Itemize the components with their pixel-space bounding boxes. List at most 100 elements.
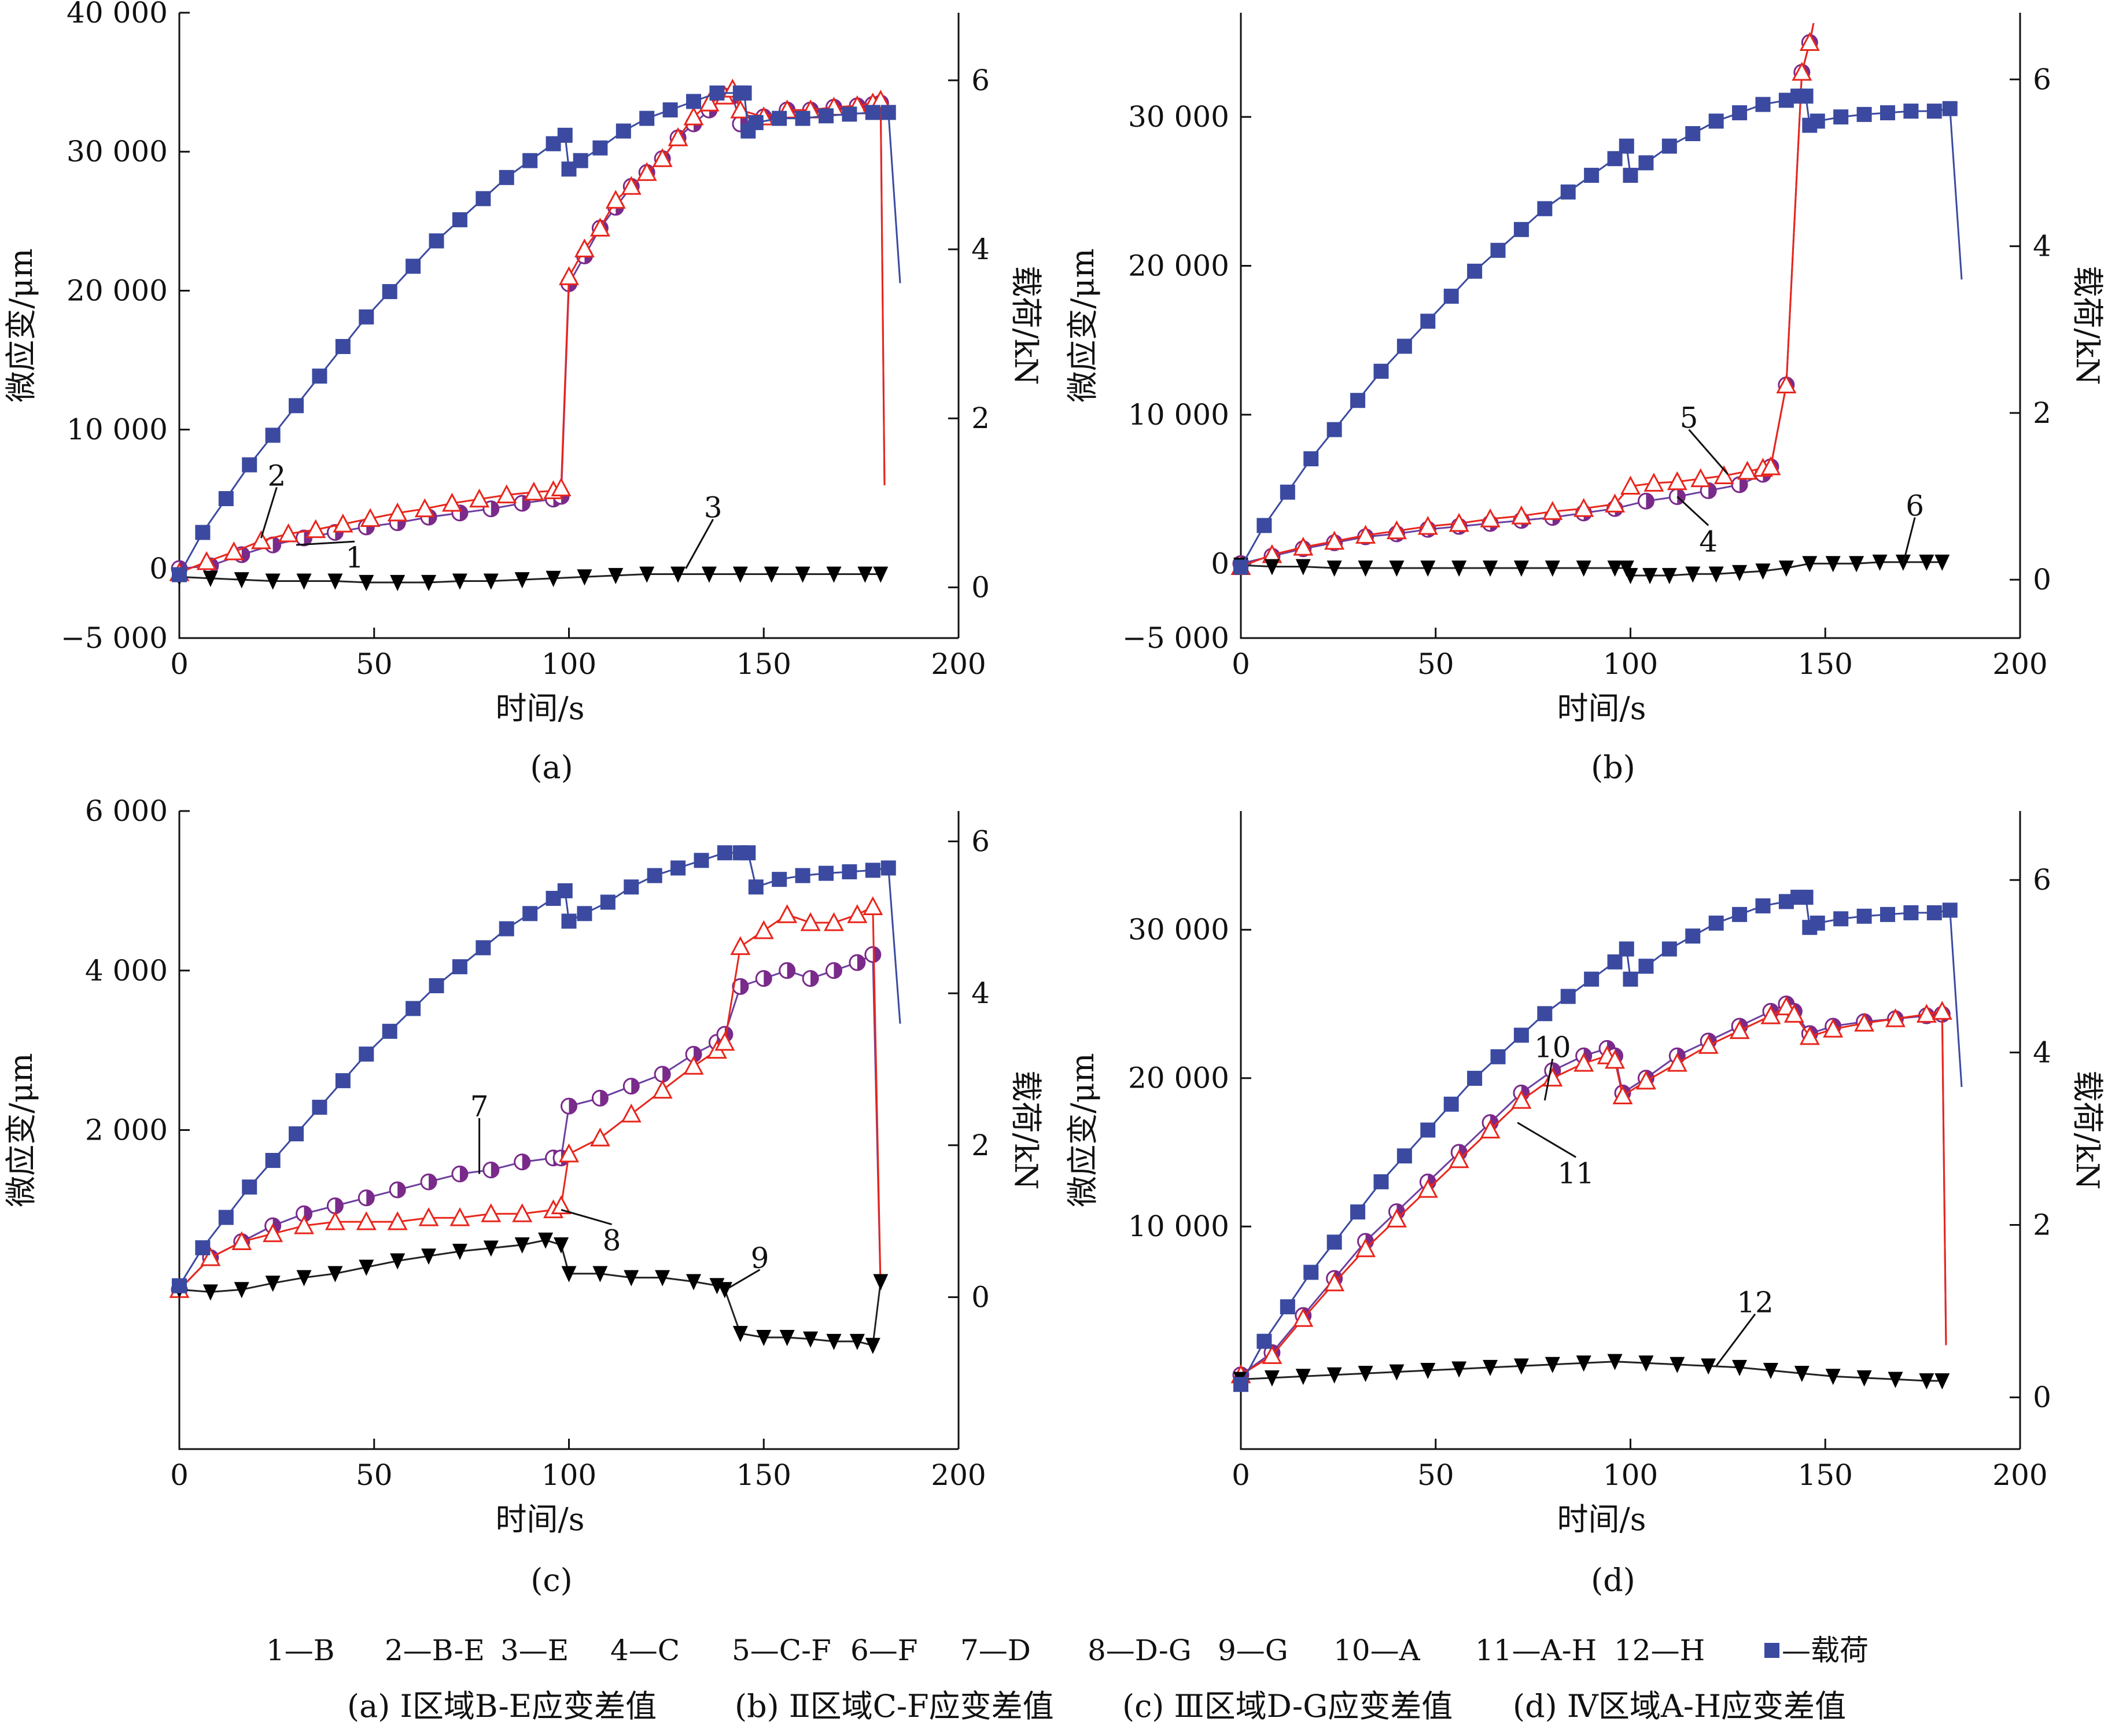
data-point [670, 860, 686, 876]
data-point [561, 1097, 577, 1115]
y2-axis-label: 载荷/kN [2069, 266, 2106, 385]
data-point [1799, 32, 1820, 51]
data-point [1449, 1149, 1469, 1169]
data-point [390, 574, 406, 591]
data-point [652, 148, 673, 167]
legend-square-marker [1764, 1643, 1779, 1658]
y-tick-label: 20 000 [1128, 249, 1229, 283]
x-tick-label: 0 [170, 1458, 189, 1492]
caption-a: (a) Ⅰ区域B-E应变差值 [347, 1688, 657, 1724]
data-point [312, 1100, 327, 1115]
data-point [1942, 902, 1958, 918]
data-point [699, 92, 720, 112]
data-point [777, 904, 798, 923]
data-point [514, 1237, 530, 1254]
data-point [605, 190, 626, 209]
data-point [1545, 1357, 1560, 1373]
data-point [294, 1215, 315, 1234]
data-point [654, 1066, 671, 1083]
data-point [1942, 101, 1958, 116]
data-point [1480, 1119, 1501, 1138]
legend-item: 5—C-F [732, 1634, 831, 1667]
data-point [452, 959, 467, 975]
data-point [1792, 61, 1812, 81]
data-point [1264, 1370, 1280, 1387]
data-point [538, 1232, 554, 1249]
data-point [1358, 1366, 1373, 1383]
data-point [558, 266, 580, 285]
data-point [880, 105, 896, 120]
callout-leader [685, 518, 714, 569]
data-point [1490, 242, 1506, 258]
data-point [1326, 422, 1342, 437]
data-point [1293, 536, 1314, 556]
data-point [1373, 363, 1389, 379]
data-point [1916, 1004, 1937, 1023]
data-point [196, 551, 217, 570]
x-tick-label: 50 [1417, 1458, 1454, 1492]
legend-label: 11—A-H [1475, 1634, 1597, 1667]
data-point [1607, 954, 1623, 970]
data-point [683, 106, 704, 126]
data-point [554, 1237, 569, 1254]
callout-label: 6 [1906, 489, 1924, 523]
data-point [387, 1211, 408, 1230]
legend-item: 10—A [1333, 1634, 1421, 1667]
callout-label: 10 [1534, 1030, 1571, 1064]
y-tick-label: −5 000 [1122, 621, 1229, 655]
data-point [1701, 1358, 1716, 1375]
data-point [709, 85, 725, 101]
y-tick-label: 0 [149, 552, 168, 585]
data-point [1612, 1085, 1633, 1105]
data-point [360, 508, 381, 527]
data-point [202, 570, 218, 587]
data-point [1324, 1272, 1345, 1292]
data-point [429, 233, 444, 249]
y-tick-label: 20 000 [1128, 1061, 1229, 1095]
data-point [694, 853, 709, 868]
data-point [1605, 493, 1626, 513]
data-point [1389, 1364, 1405, 1381]
data-point [202, 1284, 218, 1301]
data-point [429, 978, 444, 994]
y2-tick-label: 0 [971, 1280, 990, 1314]
data-point [1467, 263, 1483, 279]
x-tick-label: 100 [1603, 1458, 1658, 1492]
data-point [1619, 138, 1634, 154]
callout-leader [260, 486, 278, 539]
caption-row: (a) Ⅰ区域B-E应变差值 (b) Ⅱ区域C-F应变差值 (c) Ⅲ区域D-G… [347, 1688, 1846, 1724]
data-point [1698, 1035, 1719, 1054]
series-3—E [172, 566, 889, 591]
y2-axis-label: 载荷/kN [1008, 1070, 1044, 1189]
data-point [764, 566, 779, 583]
x-tick-label: 50 [356, 1458, 393, 1492]
data-point [242, 1179, 257, 1195]
data-point [1607, 561, 1623, 577]
data-point [1537, 201, 1553, 216]
y-tick-label: 30 000 [67, 135, 168, 168]
y-tick-label: 10 000 [1128, 1210, 1229, 1243]
data-point [387, 502, 408, 522]
data-point [250, 530, 271, 550]
callout-leader [1517, 1122, 1576, 1158]
data-point [278, 523, 299, 543]
data-point [1661, 567, 1677, 584]
series-12—H [1233, 1354, 1950, 1390]
data-point [1326, 561, 1342, 577]
x-tick-label: 100 [541, 1458, 596, 1492]
data-point [842, 864, 857, 880]
data-point [1396, 1148, 1412, 1164]
data-point [1810, 113, 1825, 129]
data-point [1386, 520, 1407, 540]
data-point [624, 879, 639, 895]
data-point [1934, 1373, 1950, 1390]
data-point [223, 541, 244, 561]
data-point [1576, 1355, 1591, 1372]
data-point [686, 94, 702, 109]
callout-leader [1676, 496, 1709, 526]
data-point [1670, 1357, 1685, 1373]
data-point [865, 1337, 880, 1354]
callout-leader [728, 1269, 761, 1289]
legend-item: 4—C [610, 1634, 680, 1667]
